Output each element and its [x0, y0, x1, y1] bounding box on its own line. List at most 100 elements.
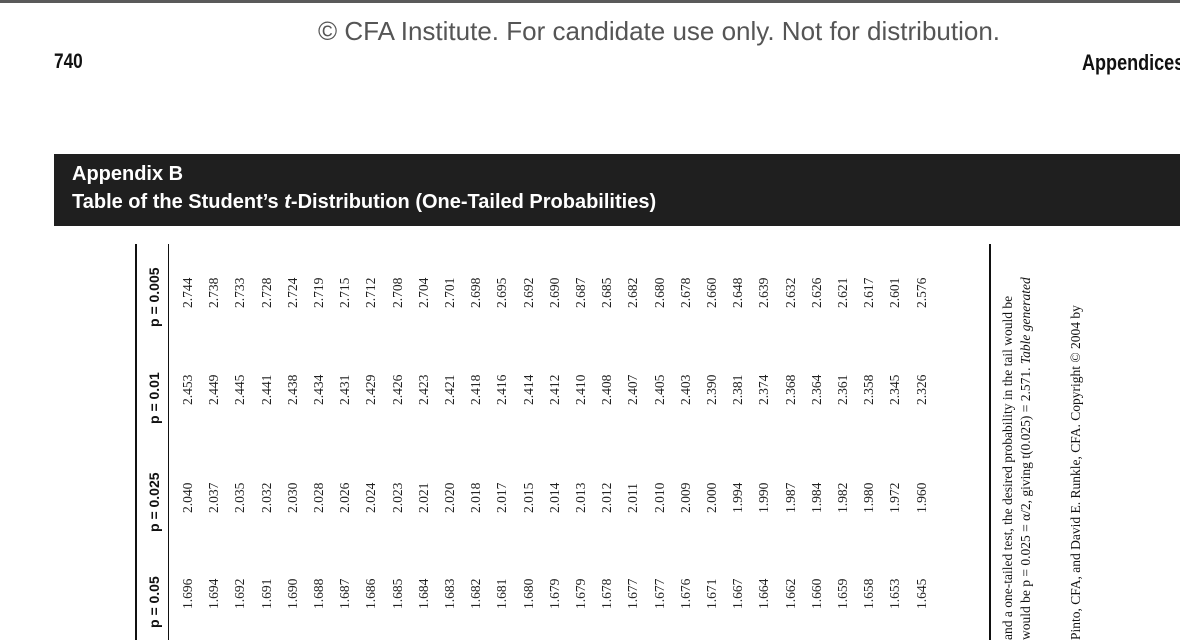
table-cell: 2.374: [756, 374, 772, 405]
table-cell: 2.021: [415, 482, 431, 513]
table-cell: 2.381: [730, 374, 746, 405]
table-cell: 2.453: [180, 374, 195, 405]
table-cell: 2.678: [677, 277, 693, 308]
table-cell: 2.576: [913, 277, 929, 308]
table-cell: 2.601: [887, 277, 903, 308]
table-cell: 1.658: [861, 578, 877, 609]
table-cell: 1.984: [808, 482, 824, 513]
table-cell: 2.408: [599, 374, 615, 405]
table-cell: 1.994: [730, 482, 746, 513]
appendix-label: Appendix B: [72, 163, 184, 185]
table-title: Table of the Student’s t-Distribution (O…: [72, 191, 657, 213]
table-cell: 2.685: [599, 277, 615, 308]
table-cell: 1.683: [442, 578, 457, 609]
column-header: p = 0.025: [146, 472, 162, 532]
table-cell: 2.009: [677, 482, 693, 513]
table-cell: 1.653: [887, 578, 903, 609]
table-cell: 2.423: [415, 374, 431, 405]
table-cell: 2.014: [546, 482, 562, 513]
table-cell: 2.390: [704, 374, 719, 405]
table-cell: 2.704: [415, 277, 431, 308]
header-rule: [168, 244, 169, 640]
table-cell: 1.679: [546, 578, 562, 609]
table-cell: 2.682: [625, 277, 641, 308]
table-cell: 2.632: [782, 277, 798, 308]
table-cell: 2.626: [808, 277, 824, 308]
table-cell: 2.715: [337, 277, 353, 308]
table-cell: 2.692: [520, 277, 536, 308]
table-cell: 1.987: [782, 482, 798, 513]
table-cell: 2.426: [389, 374, 405, 405]
table-cell: 2.013: [573, 482, 588, 513]
table-cell: 2.695: [494, 277, 510, 308]
table-cell: 1.645: [913, 578, 929, 609]
table-cell: 1.664: [756, 578, 772, 609]
table-cell: 2.712: [363, 277, 379, 308]
table-cell: 1.682: [468, 578, 484, 609]
table-cell: 2.728: [258, 277, 274, 308]
table-cell: 2.621: [835, 277, 850, 308]
table-cell: 1.681: [494, 578, 510, 609]
table-cell: 2.412: [546, 374, 562, 405]
table-cell: 2.405: [651, 374, 667, 405]
table-cell: 2.680: [651, 277, 667, 308]
table-cell: 1.692: [232, 578, 248, 609]
table-cell: 2.698: [468, 277, 484, 308]
table-cell: 2.024: [363, 482, 379, 513]
table-cell: 1.677: [625, 578, 641, 609]
table-cell: 2.358: [861, 374, 877, 405]
table-cell: 2.421: [442, 374, 457, 405]
table-cell: 1.660: [808, 578, 824, 609]
top-rule: [0, 0, 1180, 3]
table-cell: 1.982: [835, 482, 850, 513]
table-cell: 1.667: [730, 578, 746, 609]
table-cell: 2.017: [494, 482, 510, 513]
table-cell: 2.660: [704, 277, 719, 308]
table-cell: 2.026: [337, 482, 353, 513]
table-cell: 2.410: [573, 374, 588, 405]
table-cell: 1.690: [284, 578, 300, 609]
table-cell: 2.368: [782, 374, 798, 405]
table-cell: 2.037: [206, 482, 222, 513]
table-cell: 2.364: [808, 374, 824, 405]
table-cell: 2.018: [468, 482, 484, 513]
table-cell: 1.691: [258, 578, 274, 609]
table-cell: 2.429: [363, 374, 379, 405]
table-cell: 1.679: [573, 578, 588, 609]
table-cell: 2.416: [494, 374, 510, 405]
table-cell: 2.431: [337, 374, 353, 405]
footnote-line-2: would be p = 0.025 = α/2, giving t(0.025…: [1018, 277, 1033, 640]
appendix-banner: Appendix B Table of the Student’s t-Dist…: [54, 154, 1180, 226]
table-cell: 1.671: [704, 578, 719, 609]
column-header: p = 0.01: [146, 372, 162, 424]
table-cell: 2.418: [468, 374, 484, 405]
table-cell: 2.690: [546, 277, 562, 308]
table-cell: 2.035: [232, 482, 248, 513]
table-cell: 1.662: [782, 578, 798, 609]
table-cell: 2.032: [258, 482, 274, 513]
page-number: 740: [54, 50, 83, 73]
footnote-line-1: and a one-tailed test, the desired proba…: [1000, 295, 1015, 640]
running-head: Appendices: [1082, 50, 1180, 75]
table-cell: 1.678: [599, 578, 615, 609]
table-cell: 2.015: [520, 482, 536, 513]
table-cell: 1.659: [835, 578, 850, 609]
table-cell: 2.011: [625, 483, 641, 513]
table-cell: 2.719: [311, 277, 326, 308]
table-cell: 2.028: [311, 482, 326, 513]
table-cell: 2.724: [284, 277, 300, 308]
table-cell: 1.694: [206, 578, 222, 609]
table-cell: 2.020: [442, 482, 457, 513]
table-cell: 2.744: [180, 277, 195, 308]
table-cell: 2.639: [756, 277, 772, 308]
table-cell: 1.980: [861, 482, 877, 513]
table-cell: 1.972: [887, 482, 903, 513]
table-cell: 2.445: [232, 374, 248, 405]
table-cell: 2.414: [520, 374, 536, 405]
table-cell: 2.708: [389, 277, 405, 308]
table-cell: 1.680: [520, 578, 536, 609]
table-cell: 2.023: [389, 482, 405, 513]
table-left-rule: [135, 244, 137, 640]
table-cell: 1.684: [415, 578, 431, 609]
table-cell: 2.441: [258, 374, 274, 405]
